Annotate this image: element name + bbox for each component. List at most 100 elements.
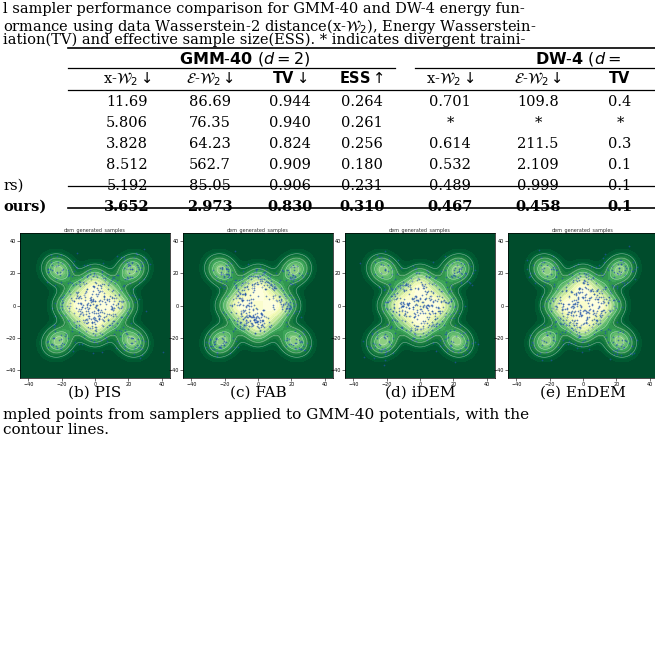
Point [56, 340, 67, 350]
Point [435, 308, 445, 318]
Point [233, 290, 243, 301]
Point [85, 300, 96, 310]
Point [382, 304, 392, 314]
Point [109, 329, 119, 339]
Point [217, 280, 228, 290]
Point [56, 344, 67, 354]
Point [119, 324, 130, 335]
Text: mpled points from samplers applied to GMM-40 potentials, with the: mpled points from samplers applied to GM… [3, 408, 529, 422]
Point [395, 283, 405, 293]
Point [600, 326, 610, 336]
Point [48, 340, 58, 350]
Point [288, 270, 298, 280]
Point [58, 292, 68, 303]
Point [270, 290, 280, 300]
Point [114, 296, 124, 307]
Point [595, 310, 606, 321]
Point [249, 278, 259, 289]
Point [252, 290, 263, 301]
Point [451, 267, 462, 277]
Point [578, 293, 588, 304]
Point [456, 268, 466, 278]
Text: 0.180: 0.180 [341, 158, 383, 172]
Point [592, 285, 603, 295]
Point [98, 257, 108, 268]
Point [555, 295, 565, 306]
Point [454, 255, 464, 265]
Point [429, 278, 440, 289]
Point [428, 256, 438, 267]
Point [524, 329, 534, 340]
Point [125, 261, 136, 271]
Text: 0.489: 0.489 [429, 179, 471, 193]
Point [222, 269, 233, 279]
Point [127, 337, 138, 348]
Point [618, 328, 628, 338]
Point [276, 282, 286, 293]
Point [421, 301, 431, 311]
Point [571, 326, 582, 337]
Point [69, 316, 79, 327]
Point [305, 341, 315, 351]
Point [127, 257, 138, 268]
Point [242, 316, 253, 327]
Point [88, 282, 99, 292]
Point [449, 308, 460, 318]
Point [456, 276, 466, 287]
Point [87, 317, 98, 328]
Point [612, 283, 622, 293]
Point [111, 336, 122, 346]
Point [203, 338, 214, 348]
Point [459, 301, 470, 311]
Point [608, 295, 618, 305]
Point [422, 303, 432, 314]
Point [369, 341, 380, 352]
Point [121, 312, 132, 322]
Point [76, 308, 86, 318]
Point [288, 298, 299, 309]
Point [421, 282, 431, 293]
Point [572, 297, 582, 308]
Point [616, 255, 626, 265]
Point [580, 316, 591, 327]
Point [219, 340, 229, 350]
Point [88, 295, 98, 305]
Point [225, 347, 235, 358]
Point [470, 337, 481, 347]
Point [210, 339, 220, 349]
Point [107, 273, 118, 284]
Point [83, 304, 93, 314]
Point [261, 277, 272, 288]
Point [421, 330, 431, 341]
Point [88, 280, 99, 291]
Point [449, 270, 460, 280]
Point [259, 280, 269, 290]
Point [574, 327, 584, 337]
Point [550, 316, 561, 327]
Point [552, 297, 563, 308]
Point [124, 260, 134, 271]
Point [385, 295, 396, 306]
Point [404, 280, 415, 290]
Point [241, 310, 252, 321]
Text: $\mathcal{E}$-$\mathcal{W}_2$$\downarrow$: $\mathcal{E}$-$\mathcal{W}_2$$\downarrow… [514, 70, 562, 88]
Point [241, 301, 252, 312]
Point [613, 259, 624, 269]
Point [467, 280, 477, 290]
Point [290, 279, 300, 290]
Point [55, 293, 66, 304]
Point [595, 306, 606, 316]
Point [392, 316, 403, 327]
Point [601, 294, 611, 305]
Point [388, 299, 399, 309]
Point [84, 310, 94, 321]
Point [599, 305, 609, 315]
Point [400, 307, 410, 318]
Point [576, 287, 587, 297]
Point [75, 290, 85, 301]
Point [381, 297, 391, 308]
Point [610, 345, 620, 356]
Point [418, 283, 428, 293]
Point [428, 286, 438, 297]
Point [244, 303, 254, 314]
